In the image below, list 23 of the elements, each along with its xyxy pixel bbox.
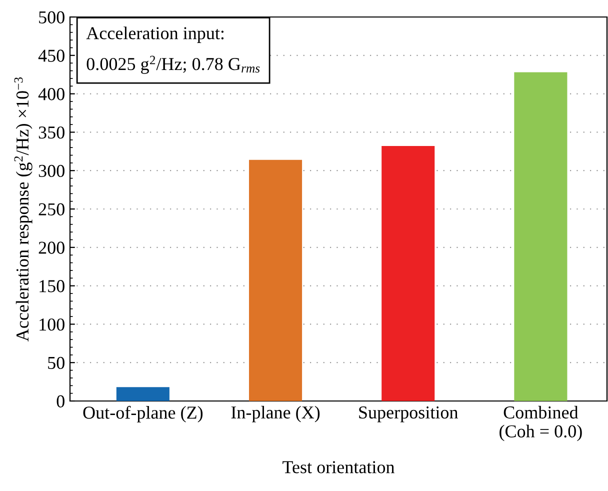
y-tick-label: 250 <box>38 203 64 216</box>
y-tick-label: 150 <box>40 280 64 292</box>
x-tick-label: Combined (Coh = 0.0) <box>500 406 582 442</box>
y-tick-label: 500 <box>39 11 64 24</box>
x-tick-label: In-plane (X) <box>231 406 320 422</box>
bar <box>116 387 170 401</box>
y-tick-label: 450 <box>38 50 64 62</box>
x-axis-title: Test orientation <box>282 461 395 474</box>
x-tick-label: Out-of-plane (Z) <box>83 406 203 422</box>
y-tick-label: 400 <box>38 88 64 100</box>
y-tick-label: 0 <box>56 395 64 408</box>
y-tick-label: 200 <box>38 242 64 254</box>
y-axis-title: Acceleration response (g$^{2}$/Hz) ×10$^{−3}$ <box>14 77 32 342</box>
annotation: 0.0025 g$^{2}$/Hz; 0.78 G$_{rms}$ <box>86 56 260 74</box>
bar <box>249 160 302 401</box>
y-tick-label: 300 <box>38 164 64 178</box>
y-tick-label: 50 <box>48 356 64 370</box>
x-tick-label: Superposition <box>359 406 458 422</box>
y-tick-label: 100 <box>40 318 64 331</box>
bar <box>382 146 435 401</box>
bar <box>514 72 568 401</box>
y-tick-label: 350 <box>38 126 64 139</box>
annotation: Acceleration input: <box>86 26 224 43</box>
